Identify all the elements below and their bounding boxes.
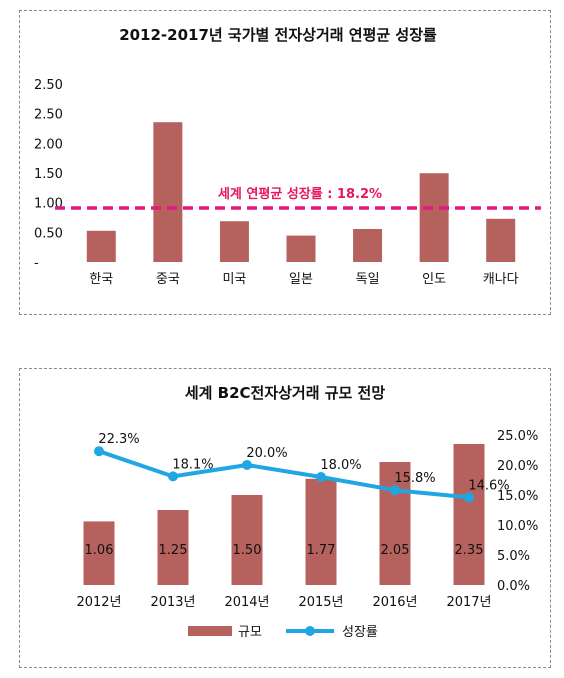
bar xyxy=(419,173,449,262)
reference-line-label: 세계 연평균 성장률 : 18.2% xyxy=(218,186,382,202)
y-tick-label: 2.00 xyxy=(34,137,63,152)
bar xyxy=(219,221,249,262)
y-tick-label: 2.50 xyxy=(34,78,63,93)
category-label: 중국 xyxy=(156,272,180,287)
bar xyxy=(353,229,383,262)
category-label: 독일 xyxy=(356,272,380,287)
bar xyxy=(86,230,116,262)
category-label: 캐나다 xyxy=(483,272,519,287)
chart-panel-country-growth xyxy=(19,10,551,315)
bar xyxy=(486,218,516,262)
bar xyxy=(153,122,183,262)
category-label: 한국 xyxy=(89,272,113,287)
chart-title-country-growth: 2012-2017년 국가별 전자상거래 연평균 성장률 xyxy=(119,26,437,44)
y-tick-label: 1.50 xyxy=(34,167,63,182)
category-label: 미국 xyxy=(222,272,246,287)
category-label: 인도 xyxy=(422,272,446,287)
y-tick-label: - xyxy=(34,256,39,271)
bar xyxy=(286,235,316,262)
category-label: 일본 xyxy=(289,272,313,287)
y-tick-label: 0.50 xyxy=(34,226,63,241)
y-tick-label: 2.50 xyxy=(34,108,63,123)
chart-panel-b2c-forecast xyxy=(19,368,551,668)
